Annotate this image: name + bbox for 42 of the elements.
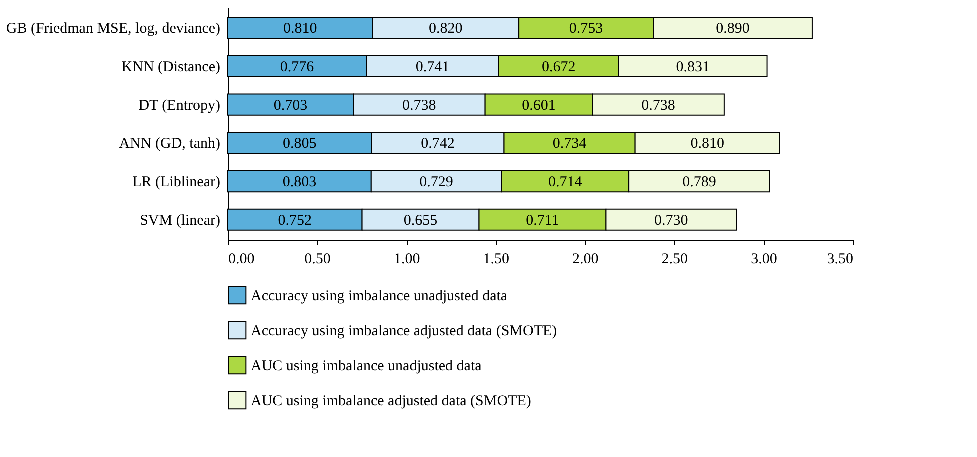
y-tick-label: DT (Entropy) <box>138 98 220 114</box>
legend-label: AUC using imbalance adjusted data (SMOTE) <box>251 394 532 410</box>
data-label: 0.789 <box>682 174 716 191</box>
data-label: 0.803 <box>282 174 317 191</box>
data-label: 0.729 <box>420 174 454 191</box>
data-label: 0.742 <box>421 136 455 152</box>
data-label: 0.820 <box>428 21 463 38</box>
x-tick-label: 2.00 <box>572 252 599 268</box>
legend-label: AUC using imbalance unadjusted data <box>251 358 482 374</box>
legend-label: Accuracy using imbalance unadjusted data <box>251 288 508 304</box>
data-label: 0.831 <box>676 59 710 76</box>
data-label: 0.738 <box>642 98 676 114</box>
data-label: 0.703 <box>274 98 308 114</box>
x-tick-label: 1.50 <box>483 252 510 268</box>
data-label: 0.730 <box>654 212 688 229</box>
data-label: 0.714 <box>548 174 583 191</box>
x-tick-label: 3.00 <box>751 252 778 268</box>
y-tick-label: KNN (Distance) <box>122 59 220 76</box>
data-label: 0.805 <box>283 136 317 152</box>
data-label: 0.753 <box>569 21 604 38</box>
data-label: 0.810 <box>690 136 725 152</box>
x-tick-label: 2.50 <box>662 252 688 268</box>
data-label: 0.655 <box>404 212 438 229</box>
data-label: 0.711 <box>526 212 560 229</box>
data-label: 0.672 <box>542 59 576 76</box>
x-tick-label: 0.50 <box>304 252 331 268</box>
y-tick-label: ANN (GD, tanh) <box>119 136 220 152</box>
y-tick-label: LR (Liblinear) <box>132 174 220 191</box>
data-label: 0.776 <box>280 59 315 76</box>
data-label: 0.601 <box>522 98 556 114</box>
data-label: 0.810 <box>283 21 318 38</box>
x-tick-label: 0.00 <box>228 252 255 268</box>
y-tick-label: GB (Friedman MSE, log, deviance) <box>6 21 221 38</box>
data-label: 0.734 <box>552 136 588 152</box>
data-label: 0.738 <box>402 98 436 114</box>
data-label: 0.890 <box>716 21 750 38</box>
data-label: 0.752 <box>278 212 312 229</box>
x-tick-label: 1.00 <box>394 252 420 268</box>
legend-label: Accuracy using imbalance adjusted data (SMOTE) <box>251 324 558 340</box>
data-label: 0.741 <box>416 59 450 76</box>
x-tick-label: 3.50 <box>827 252 854 268</box>
y-tick-label: SVM (linear) <box>140 212 220 229</box>
